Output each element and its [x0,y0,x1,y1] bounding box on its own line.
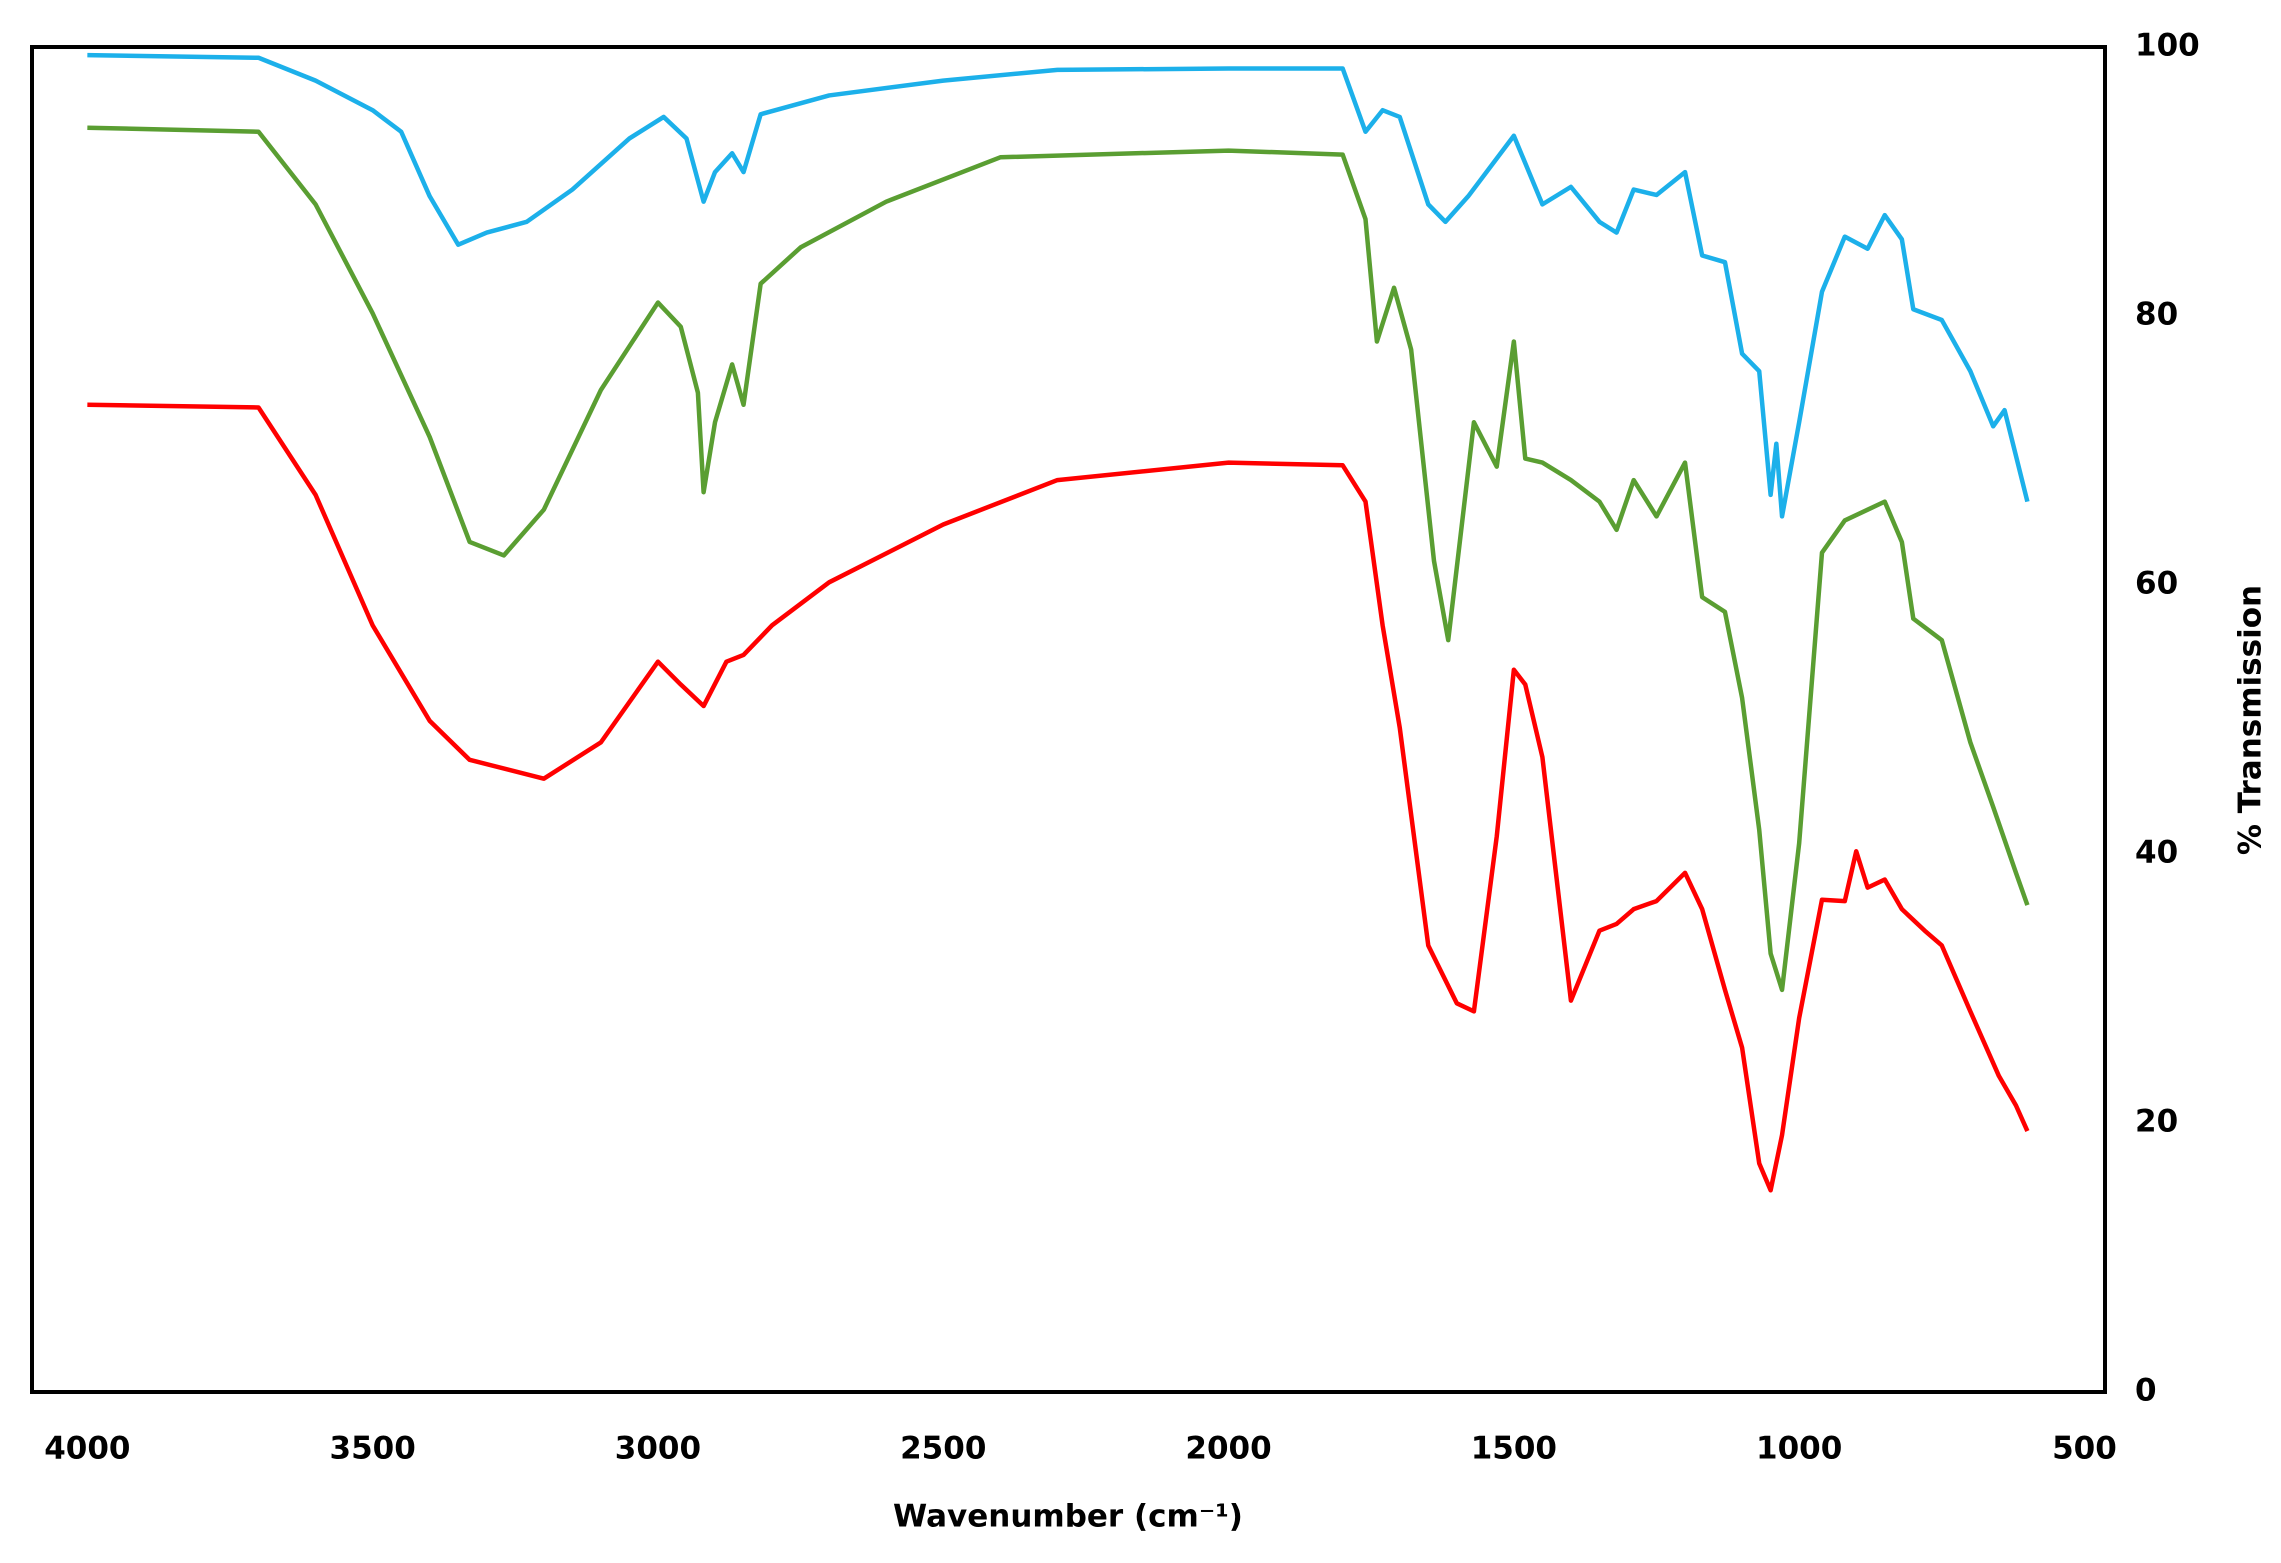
x-tick-label: 3000 [615,1431,701,1467]
plot-frame [30,45,2107,1394]
y-tick-label: 100 [2135,28,2200,64]
y-tick-label: 80 [2135,297,2178,333]
x-tick-label: 500 [2052,1431,2117,1467]
spectrum-line [87,125,2030,993]
x-tick-label: 2500 [900,1431,986,1467]
x-tick-label: 3500 [330,1431,416,1467]
y-tick-label: 20 [2135,1104,2178,1140]
y-tick-label: 40 [2135,835,2178,871]
x-tick-label: 2000 [1185,1431,1271,1467]
y-axis-title: % Transmission [2233,585,2269,855]
x-tick-label: 1500 [1471,1431,1557,1467]
x-tick-label: 4000 [44,1431,130,1467]
x-tick-label: 1000 [1756,1431,1842,1467]
x-axis-title: Wavenumber (cm⁻¹) [893,1499,1243,1535]
y-tick-label: 0 [2135,1373,2157,1409]
spectrum-line [87,52,2030,519]
y-tick-label: 60 [2135,566,2178,602]
spectrum-line [87,402,2030,1193]
